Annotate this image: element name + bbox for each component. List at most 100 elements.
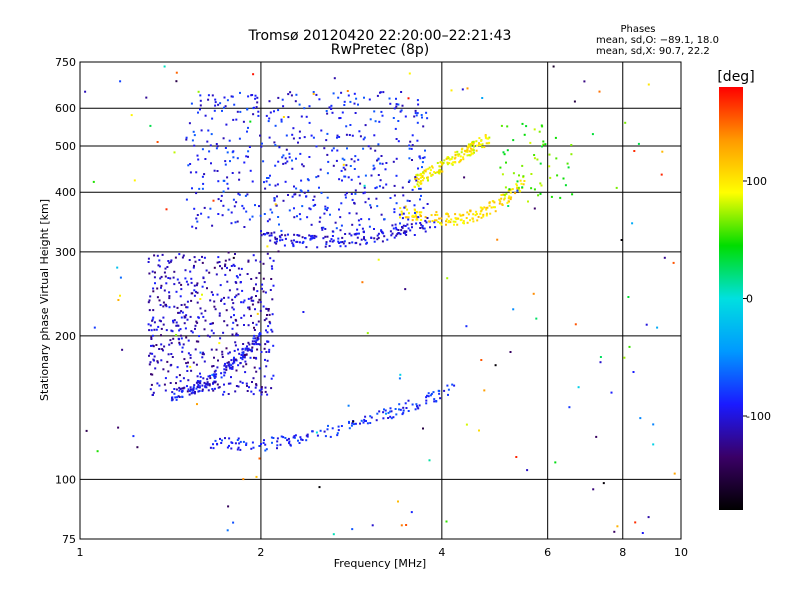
data-point	[150, 329, 153, 332]
data-point	[175, 388, 178, 391]
data-point	[157, 325, 160, 328]
data-point	[328, 106, 331, 109]
data-point	[268, 320, 271, 323]
data-point	[226, 324, 229, 327]
data-point	[382, 186, 385, 189]
data-point	[530, 173, 533, 175]
data-point	[233, 103, 236, 106]
data-point	[521, 122, 524, 125]
data-point	[194, 324, 197, 327]
data-point	[155, 328, 158, 331]
data-point	[340, 169, 343, 172]
data-point	[577, 386, 580, 389]
data-point	[599, 356, 602, 358]
data-point	[259, 260, 262, 263]
y-tick-label: 200	[55, 330, 76, 343]
data-point	[382, 232, 385, 235]
data-point	[573, 100, 576, 103]
data-point	[499, 166, 502, 169]
data-point	[259, 309, 262, 312]
data-point	[473, 140, 476, 143]
data-point	[183, 358, 186, 361]
data-point	[225, 309, 228, 312]
data-point	[433, 400, 436, 403]
data-point	[510, 196, 513, 199]
data-point	[269, 174, 271, 177]
data-point	[366, 422, 369, 425]
data-point	[300, 190, 303, 193]
data-point	[285, 134, 288, 137]
data-point	[380, 155, 383, 157]
data-point	[227, 393, 230, 395]
data-point	[398, 408, 400, 411]
data-point	[226, 529, 229, 532]
data-point	[256, 336, 259, 339]
data-point	[429, 394, 432, 397]
data-point	[217, 180, 220, 183]
data-point	[227, 361, 230, 364]
data-point	[224, 105, 227, 108]
data-point	[150, 336, 153, 339]
data-point	[439, 165, 442, 168]
data-point	[432, 391, 435, 394]
data-point	[234, 341, 237, 344]
data-point	[379, 179, 382, 182]
data-point	[153, 276, 156, 279]
data-point	[194, 348, 197, 351]
data-point	[252, 299, 255, 302]
data-point	[483, 206, 486, 209]
data-point	[467, 145, 469, 148]
data-point	[291, 133, 294, 136]
data-point	[235, 118, 238, 121]
data-point	[378, 185, 381, 188]
data-point	[251, 342, 254, 345]
data-point	[326, 428, 329, 431]
data-point	[190, 277, 193, 280]
data-point	[322, 237, 325, 240]
data-point	[175, 382, 177, 385]
data-point	[342, 242, 345, 245]
data-point	[356, 232, 358, 235]
data-point	[368, 218, 371, 221]
data-point	[231, 365, 234, 368]
data-point	[264, 386, 267, 389]
data-point	[250, 390, 253, 393]
data-point	[198, 335, 201, 338]
data-point	[373, 167, 376, 170]
data-point	[420, 223, 423, 226]
data-point	[227, 296, 230, 299]
data-point	[176, 366, 179, 369]
data-point	[132, 435, 135, 438]
data-point	[175, 376, 178, 379]
data-point	[254, 204, 256, 207]
data-point	[258, 205, 260, 208]
data-point	[511, 188, 514, 191]
data-point	[282, 116, 285, 118]
data-point	[464, 150, 467, 153]
data-point	[320, 129, 323, 132]
data-point	[351, 223, 354, 226]
data-point	[171, 356, 174, 358]
data-point	[250, 296, 253, 299]
data-point	[368, 225, 371, 228]
data-point	[479, 212, 482, 215]
data-point	[214, 308, 217, 311]
data-point	[198, 386, 201, 389]
data-point	[402, 194, 405, 197]
data-point	[336, 134, 339, 137]
data-point	[223, 96, 226, 99]
data-point	[228, 437, 231, 440]
data-point	[331, 230, 334, 233]
data-point	[672, 261, 675, 264]
data-point	[399, 216, 401, 219]
data-point	[249, 120, 252, 123]
data-point	[418, 155, 421, 158]
data-point	[273, 141, 276, 144]
data-point	[370, 237, 373, 239]
data-point	[379, 91, 381, 94]
data-point	[205, 269, 208, 272]
data-point	[230, 265, 233, 267]
data-point	[226, 151, 229, 154]
data-point	[186, 385, 188, 388]
data-point	[237, 293, 240, 296]
